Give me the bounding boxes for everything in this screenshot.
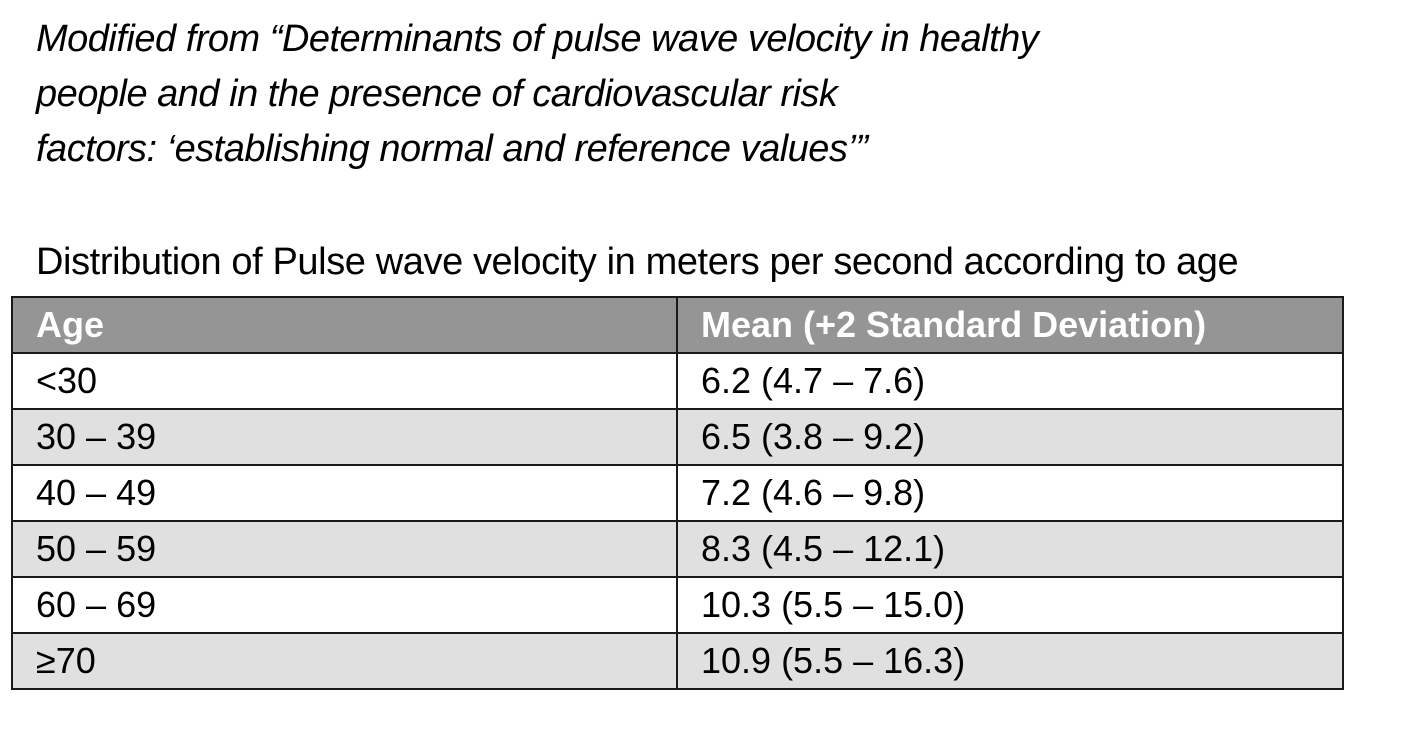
citation-line: Modified from “Determinants of pulse wav… xyxy=(36,18,1039,60)
table-header-row: Age Mean (+2 Standard Deviation) xyxy=(11,296,1344,354)
cell-value: 7.2 (4.6 – 9.8) xyxy=(676,464,1344,522)
cell-age: 40 – 49 xyxy=(11,464,678,522)
cell-age: 60 – 69 xyxy=(11,576,678,634)
pwv-table: Age Mean (+2 Standard Deviation) <30 6.2… xyxy=(11,296,1344,690)
header-age: Age xyxy=(11,296,678,354)
table-row: 40 – 49 7.2 (4.6 – 9.8) xyxy=(11,464,1344,522)
cell-age: 50 – 59 xyxy=(11,520,678,578)
citation-block: Modified from “Determinants of pulse wav… xyxy=(36,12,1039,177)
citation-line: people and in the presence of cardiovasc… xyxy=(36,73,838,115)
cell-value: 6.5 (3.8 – 9.2) xyxy=(676,408,1344,466)
cell-age: 30 – 39 xyxy=(11,408,678,466)
cell-value: 8.3 (4.5 – 12.1) xyxy=(676,520,1344,578)
header-mean: Mean (+2 Standard Deviation) xyxy=(676,296,1344,354)
table-row: 30 – 39 6.5 (3.8 – 9.2) xyxy=(11,408,1344,466)
cell-value: 6.2 (4.7 – 7.6) xyxy=(676,352,1344,410)
citation-line: factors: ‘establishing normal and refere… xyxy=(36,128,868,170)
cell-age: <30 xyxy=(11,352,678,410)
cell-value: 10.3 (5.5 – 15.0) xyxy=(676,576,1344,634)
cell-value: 10.9 (5.5 – 16.3) xyxy=(676,632,1344,690)
table-row: 50 – 59 8.3 (4.5 – 12.1) xyxy=(11,520,1344,578)
table-row: <30 6.2 (4.7 – 7.6) xyxy=(11,352,1344,410)
table-row: ≥70 10.9 (5.5 – 16.3) xyxy=(11,632,1344,690)
table-caption: Distribution of Pulse wave velocity in m… xyxy=(36,241,1239,283)
cell-age: ≥70 xyxy=(11,632,678,690)
table-row: 60 – 69 10.3 (5.5 – 15.0) xyxy=(11,576,1344,634)
